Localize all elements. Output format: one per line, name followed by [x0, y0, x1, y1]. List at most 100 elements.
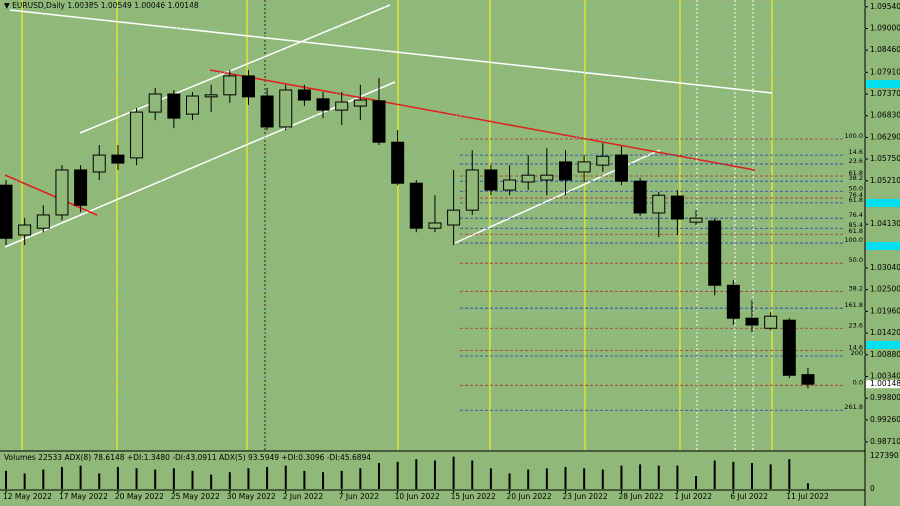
last-close: 1.00148	[168, 1, 199, 10]
fib-level-label: 85.4	[849, 221, 863, 229]
y-tick-label: 1.04130	[870, 219, 900, 228]
volume-label: Volumes	[4, 453, 36, 462]
fib-level-label: 76.4	[849, 211, 863, 219]
y-tick-label: 1.07910	[870, 67, 900, 76]
y-tick-label: 1.08460	[870, 45, 900, 54]
fib-level-label: 200	[851, 349, 863, 357]
last-open: 1.00385	[67, 1, 98, 10]
x-tick-label: 23 Jun 2022	[563, 492, 608, 501]
y-tick-label: 1.06290	[870, 132, 900, 141]
candle-body	[465, 169, 479, 211]
indicator-values: ADX(8) 78.6148 +DI:1.3480 -DI:43.0911 AD…	[64, 453, 371, 462]
fib-level-label: 14.6	[849, 343, 863, 351]
x-tick-label: 7 Jun 2022	[339, 492, 380, 501]
candle-body	[540, 174, 554, 181]
candle-body	[167, 93, 181, 119]
candle-body	[652, 194, 666, 214]
candle-body	[726, 284, 740, 319]
candle-body	[670, 195, 684, 220]
decorations	[4, 0, 900, 450]
y-tick-label: 0.98710	[870, 437, 900, 446]
y-tick-label: 1.01960	[870, 306, 900, 315]
y-tick-label: 1.06830	[870, 111, 900, 120]
fib-level-label: 100.0	[844, 132, 863, 140]
candle-body	[186, 95, 199, 115]
y-tick-label: 1.05210	[870, 176, 900, 185]
y-tick-label: 1.05750	[870, 154, 900, 163]
y-tick-label: 1.01420	[870, 328, 900, 337]
y-tick-label: 1.09000	[870, 24, 900, 33]
candle-body	[521, 174, 535, 183]
fib-level-label: 50.0	[849, 256, 863, 264]
y-tick-label: 1.03040	[870, 263, 900, 272]
candle-body	[409, 182, 423, 229]
x-tick-label: 11 Jul 2022	[786, 492, 829, 501]
candle-body	[708, 220, 722, 286]
fib-level-label: 50.0	[849, 184, 863, 192]
candle-body	[279, 89, 293, 128]
candle-body	[428, 222, 442, 229]
fib-level-label: 38.2	[849, 284, 863, 292]
candle-body	[223, 75, 237, 96]
candle-body	[335, 101, 349, 111]
fib-level-label: 61.8	[849, 169, 863, 177]
candle-body	[484, 169, 498, 191]
chart-header: ▼ EURUSD,Daily 1.00385 1.00549 1.00046 1…	[4, 1, 199, 10]
y-tick-label: 1.00340	[870, 371, 900, 380]
candle-body	[0, 184, 13, 239]
fib-level-label: 100.0	[844, 236, 863, 244]
candle-body	[577, 161, 591, 173]
candle-body	[745, 317, 759, 326]
symbol: ▼	[4, 1, 12, 10]
x-tick-label: 6 Jul 2022	[730, 492, 768, 501]
candle-body	[503, 179, 517, 191]
fib-level-label: 61.8	[849, 227, 863, 235]
volume-header: Volumes 22533 ADX(8) 78.6148 +DI:1.3480 …	[4, 453, 371, 462]
fib-level-label: 14.6	[849, 148, 863, 156]
last-low: 1.00046	[134, 1, 165, 10]
y-tick-label: 1.02500	[870, 285, 900, 294]
fib-level-label: 38.2	[849, 174, 863, 182]
x-tick-label: 20 May 2022	[115, 492, 164, 501]
candle-body	[36, 214, 50, 229]
candle-body	[148, 93, 162, 113]
y-tick-label: 1.00880	[870, 350, 900, 359]
candle-body	[633, 180, 647, 214]
candle-body	[391, 141, 405, 184]
candle-body	[74, 169, 88, 206]
candle-body	[260, 95, 274, 128]
x-tick-label: 10 Jun 2022	[395, 492, 440, 501]
candle-body	[764, 315, 778, 329]
candle-body	[372, 100, 386, 143]
x-tick-label: 28 Jun 2022	[618, 492, 663, 501]
candle-body	[111, 154, 125, 164]
candle-body	[801, 374, 815, 385]
last-price-box	[866, 380, 900, 389]
candle-body	[297, 89, 311, 101]
volume-tick-label: 0	[870, 484, 875, 493]
candle-body	[689, 217, 703, 223]
y-tick-label: 0.99260	[870, 415, 900, 424]
y-tick-label: 1.09540	[870, 2, 900, 11]
x-tick-label: 20 Jun 2022	[507, 492, 552, 501]
candle-body	[614, 154, 628, 182]
candle-body	[204, 94, 218, 98]
volume-last: 22533	[38, 453, 62, 462]
candle-body	[353, 99, 367, 107]
fib-level-label: 76.4	[849, 191, 863, 199]
x-tick-label: 12 May 2022	[3, 492, 52, 501]
y-tick-label: 1.07370	[870, 89, 900, 98]
chart-title: EURUSD,Daily	[12, 1, 65, 10]
fib-level-label: 261.8	[844, 403, 863, 411]
x-tick-label: 17 May 2022	[59, 492, 108, 501]
x-tick-label: 1 Jul 2022	[674, 492, 712, 501]
last-price-label: 1.00148	[870, 379, 900, 388]
candle-body	[596, 155, 610, 166]
fib-level-label: 23.6	[849, 157, 863, 165]
candle-body	[447, 209, 461, 226]
y-tick-label: 0.99800	[870, 393, 900, 402]
candle-body	[18, 224, 32, 236]
fib-level-label: 61.8	[849, 196, 863, 204]
